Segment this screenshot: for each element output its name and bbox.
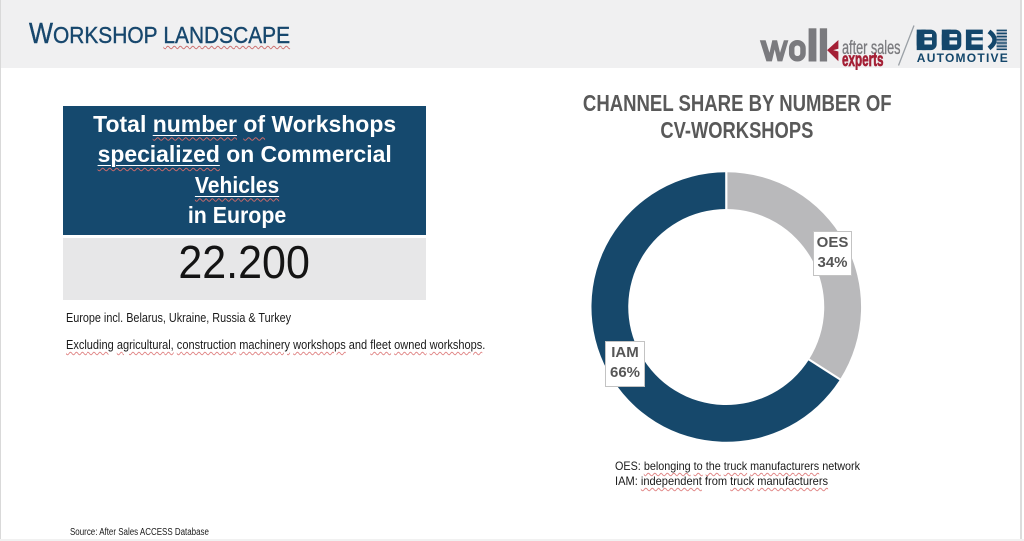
svg-text:AUTOMOTIVE: AUTOMOTIVE xyxy=(917,51,1008,65)
svg-text:after sales: after sales xyxy=(842,38,901,59)
svg-text:experts: experts xyxy=(842,50,884,70)
